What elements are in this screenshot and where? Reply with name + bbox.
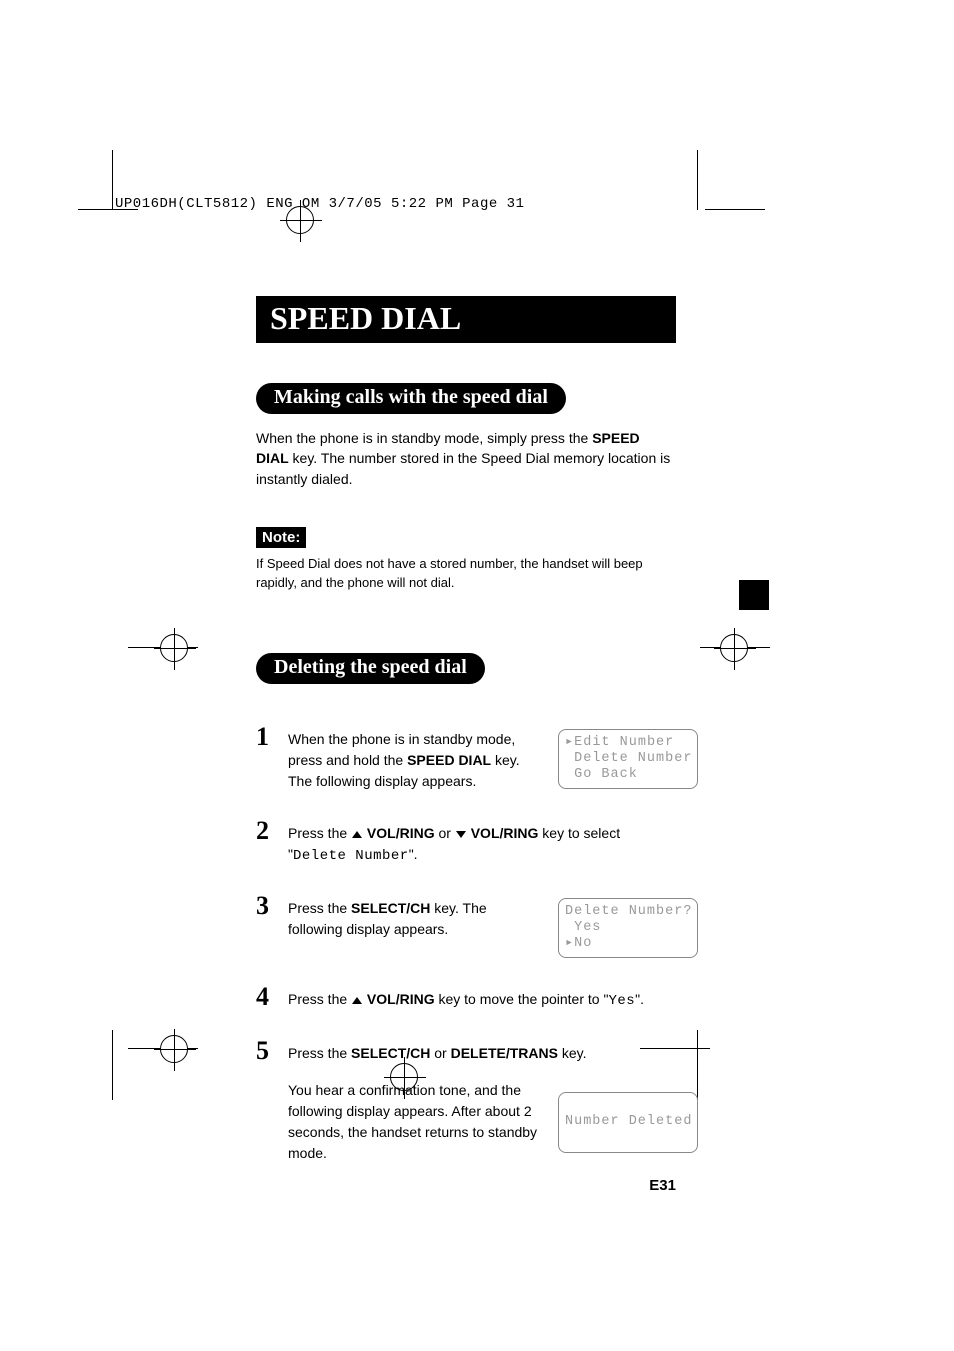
section-heading-making-calls: Making calls with the speed dial [256,383,566,414]
step-1-text: When the phone is in standby mode, press… [288,729,538,792]
lcd-display-5: Number Deleted [558,1092,698,1153]
step-2-text: Press the VOL/RING or VOL/RING key to se… [288,818,676,867]
lcd-display-1: ▸Edit Number Delete Number Go Back [558,729,698,790]
step-3: 3 Press the SELECT/CH key. The following… [256,893,676,959]
crop-mark [112,1030,113,1100]
section1-body: When the phone is in standby mode, simpl… [256,428,676,489]
step-5-line1: Press the SELECT/CH or DELETE/TRANS key. [288,1043,698,1064]
registration-circle [160,1035,188,1063]
step-number: 5 [256,1038,288,1064]
registration-circle [160,634,188,662]
page-number: E31 [649,1177,676,1194]
page-title: SPEED DIAL [256,296,676,343]
step-5-para: You hear a confirmation tone, and the fo… [288,1080,538,1164]
step-2: 2 Press the VOL/RING or VOL/RING key to … [256,818,676,867]
step-1: 1 When the phone is in standby mode, pre… [256,724,676,792]
crop-mark [705,209,765,210]
crop-mark [112,150,113,210]
arrow-down-icon [456,831,466,838]
section-heading-deleting: Deleting the speed dial [256,653,485,684]
step-3-text: Press the SELECT/CH key. The following d… [288,898,538,940]
lcd-display-3: Delete Number? Yes ▸No [558,898,698,959]
registration-circle [720,634,748,662]
step-number: 2 [256,818,288,844]
step-4: 4 Press the VOL/RING key to move the poi… [256,984,676,1012]
arrow-up-icon [352,831,362,838]
print-header: UP016DH(CLT5812) ENG OM 3/7/05 5:22 PM P… [115,196,695,212]
side-tab-marker [739,580,769,610]
arrow-up-icon [352,997,362,1004]
step-4-text: Press the VOL/RING key to move the point… [288,984,676,1012]
page-content: SPEED DIAL Making calls with the speed d… [256,296,676,1164]
step-number: 1 [256,724,288,750]
note-text: If Speed Dial does not have a stored num… [256,554,676,593]
step-number: 4 [256,984,288,1010]
step-5: 5 Press the SELECT/CH or DELETE/TRANS ke… [256,1038,676,1164]
note-label: Note: [256,527,306,548]
step-number: 3 [256,893,288,919]
crop-mark [697,150,698,210]
